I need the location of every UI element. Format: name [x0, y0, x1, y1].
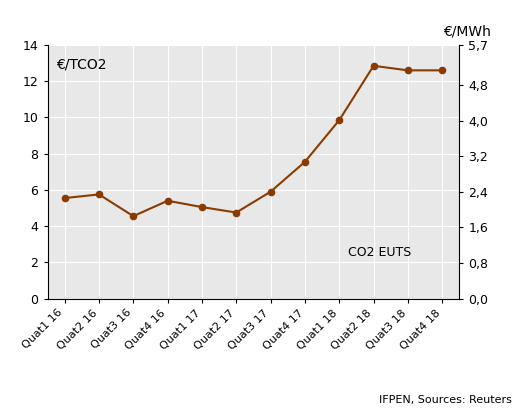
Text: €/MWh: €/MWh [443, 25, 491, 39]
Text: CO2 EUTS: CO2 EUTS [348, 247, 411, 259]
Text: IFPEN, Sources: Reuters: IFPEN, Sources: Reuters [379, 395, 512, 405]
Text: €/TCO2: €/TCO2 [56, 58, 106, 72]
